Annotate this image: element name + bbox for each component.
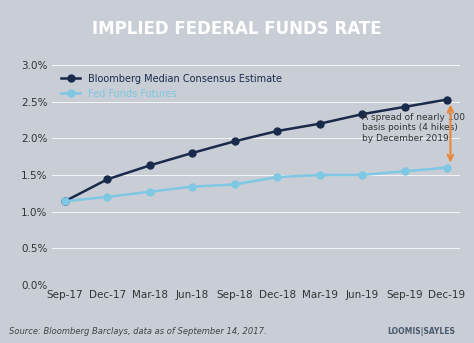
Fed Funds Futures: [147, 190, 153, 194]
Fed Funds Futures: [104, 195, 110, 199]
Bloomberg Median Consensus Estimate: [359, 112, 365, 116]
Line: Fed Funds Futures: Fed Funds Futures: [62, 164, 450, 205]
Bloomberg Median Consensus Estimate: [147, 163, 153, 167]
Fed Funds Futures: [402, 169, 408, 173]
Fed Funds Futures: [274, 175, 280, 179]
Fed Funds Futures: [232, 182, 237, 187]
Bloomberg Median Consensus Estimate: [444, 97, 450, 102]
Fed Funds Futures: [317, 173, 322, 177]
Bloomberg Median Consensus Estimate: [104, 177, 110, 181]
Legend: Bloomberg Median Consensus Estimate, Fed Funds Futures: Bloomberg Median Consensus Estimate, Fed…: [57, 70, 286, 103]
Bloomberg Median Consensus Estimate: [274, 129, 280, 133]
Fed Funds Futures: [190, 185, 195, 189]
Bloomberg Median Consensus Estimate: [190, 151, 195, 155]
Fed Funds Futures: [444, 166, 450, 170]
Fed Funds Futures: [62, 199, 68, 203]
Text: LOOMIS|SAYLES: LOOMIS|SAYLES: [387, 327, 455, 336]
Line: Bloomberg Median Consensus Estimate: Bloomberg Median Consensus Estimate: [62, 96, 450, 205]
Bloomberg Median Consensus Estimate: [317, 122, 322, 126]
Bloomberg Median Consensus Estimate: [402, 105, 408, 109]
Text: A spread of nearly 100
basis points (4 hikes)
by December 2019: A spread of nearly 100 basis points (4 h…: [362, 113, 465, 143]
Text: Source: Bloomberg Barclays, data as of September 14, 2017.: Source: Bloomberg Barclays, data as of S…: [9, 327, 267, 336]
Text: IMPLIED FEDERAL FUNDS RATE: IMPLIED FEDERAL FUNDS RATE: [92, 20, 382, 38]
Fed Funds Futures: [359, 173, 365, 177]
Bloomberg Median Consensus Estimate: [232, 139, 237, 143]
Bloomberg Median Consensus Estimate: [62, 199, 68, 203]
